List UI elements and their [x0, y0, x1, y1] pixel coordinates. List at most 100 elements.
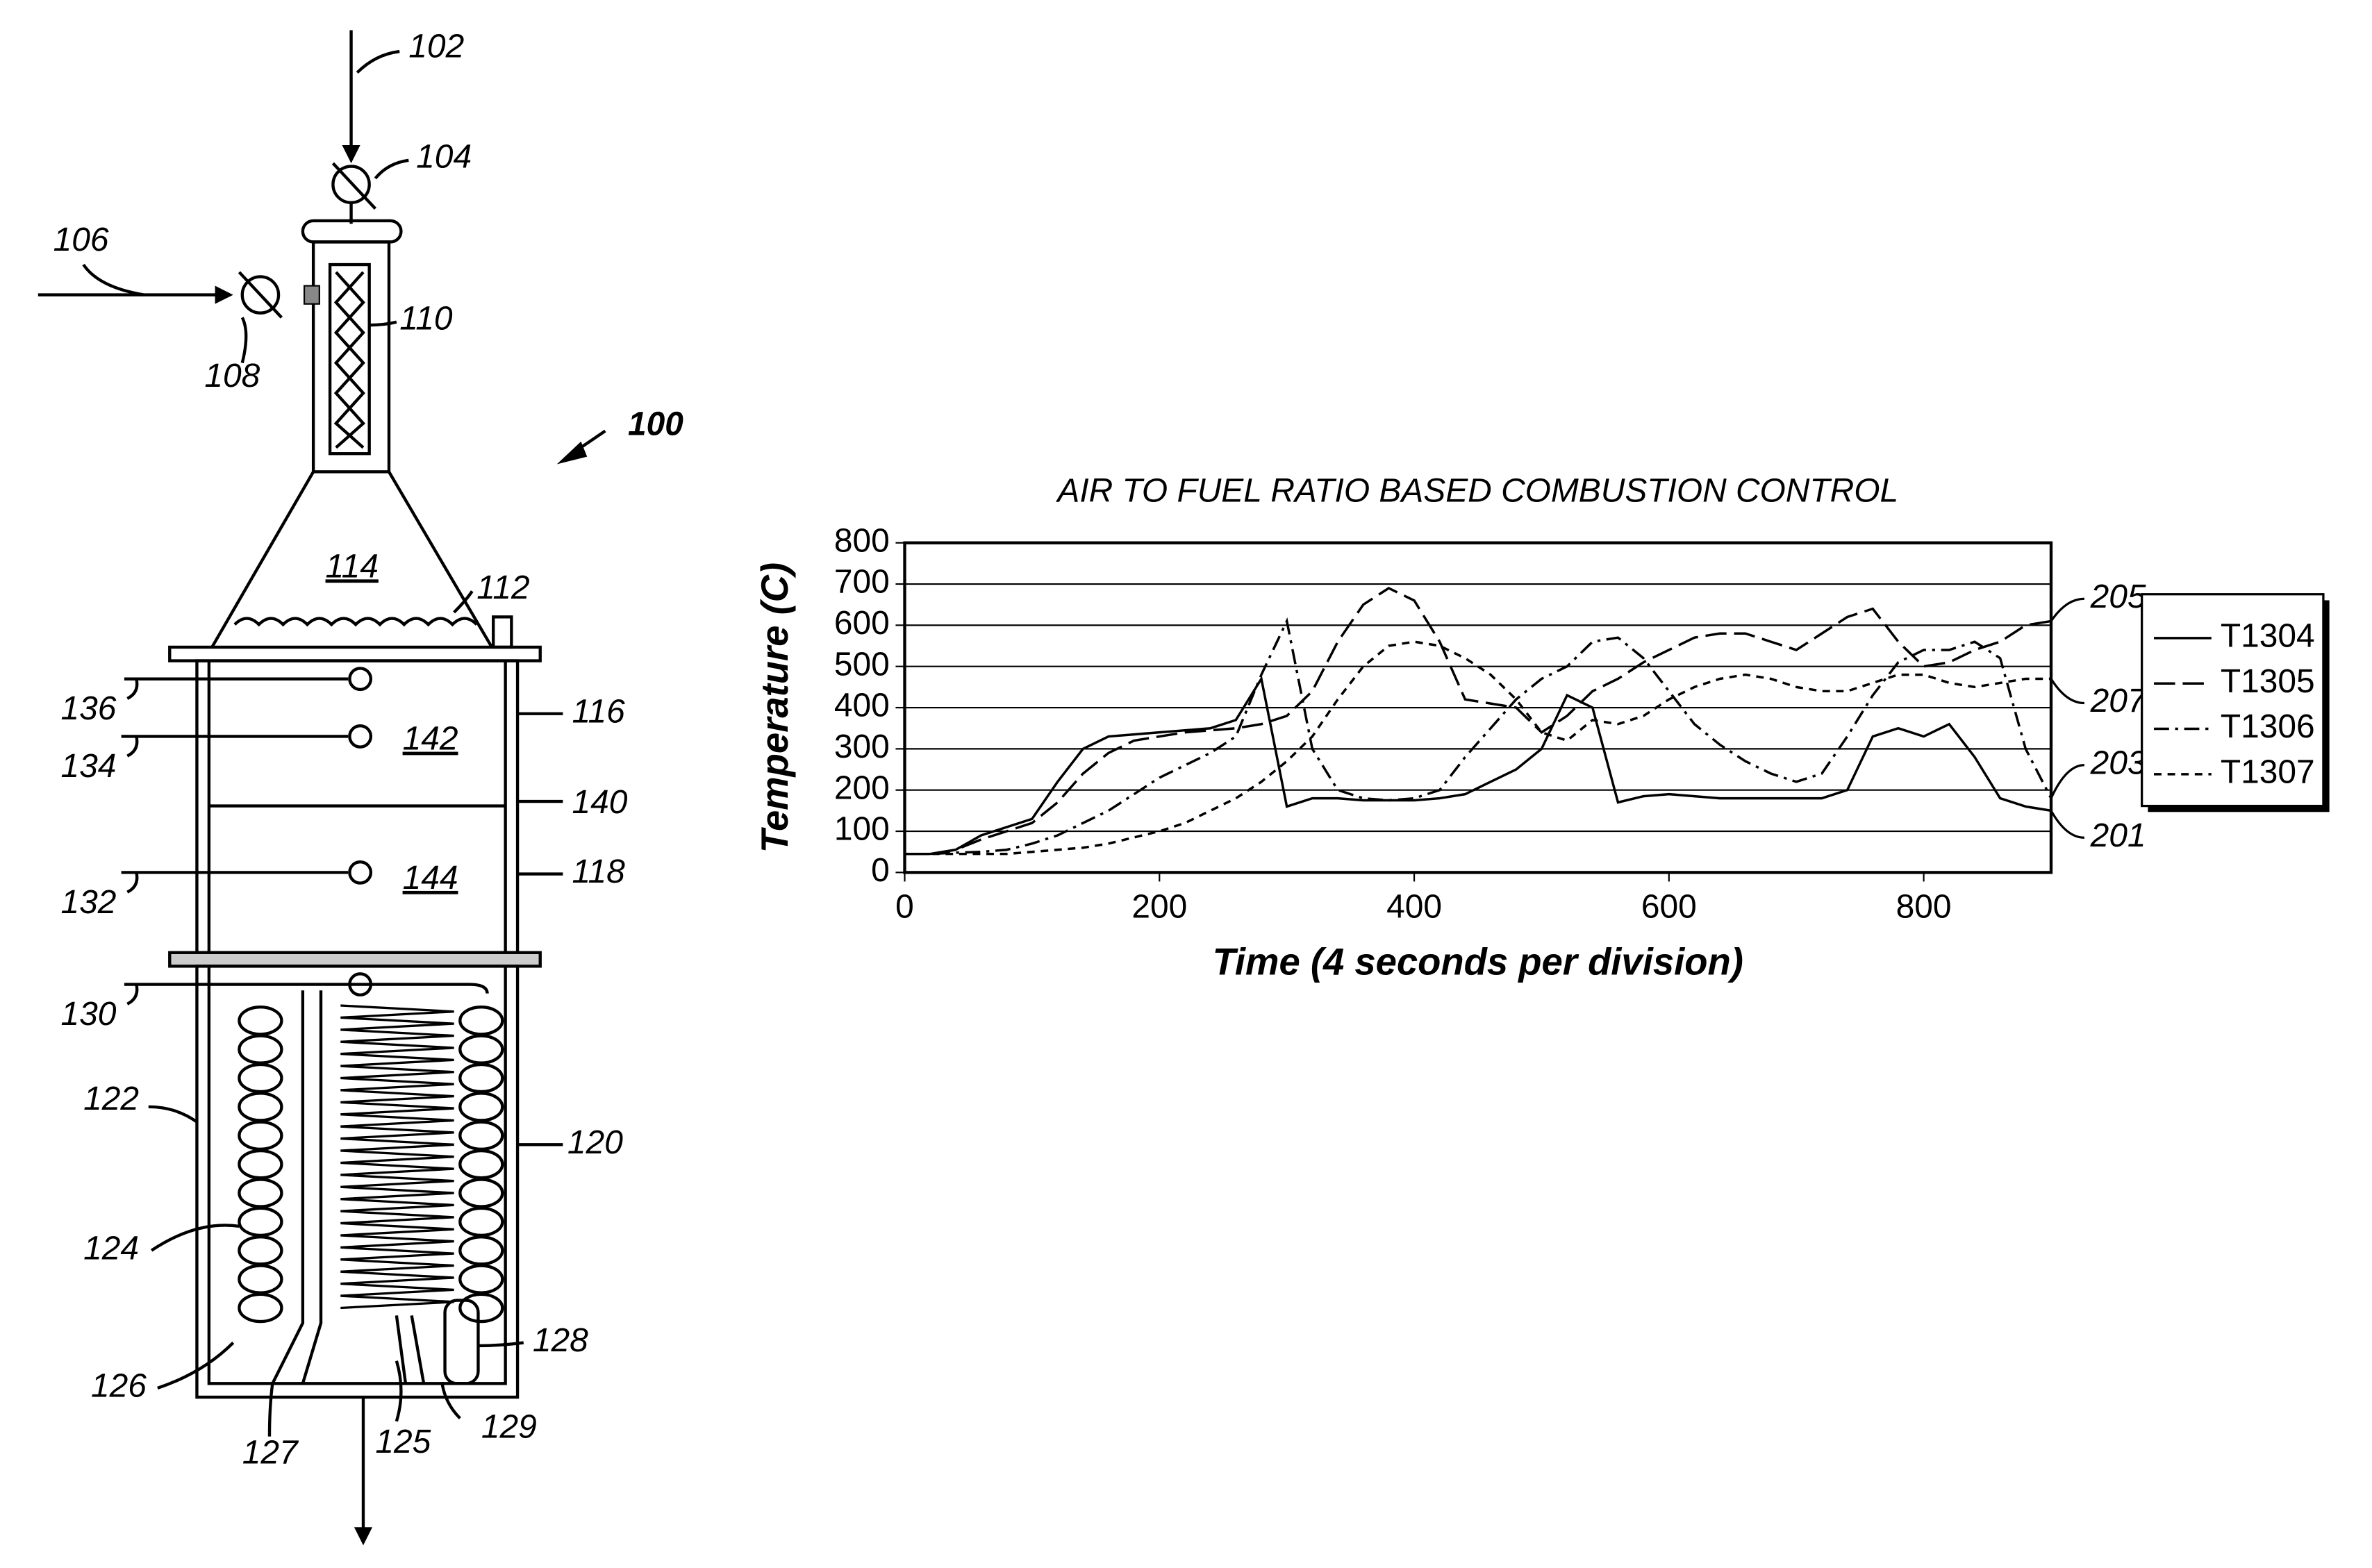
flange — [169, 953, 540, 967]
probe-tip — [349, 862, 370, 883]
coils — [239, 1006, 502, 1321]
arrowhead — [342, 145, 360, 163]
ref-label: 144 — [403, 860, 458, 896]
probe-tip — [349, 668, 370, 689]
y-tick-label: 100 — [834, 811, 890, 848]
ref-label: 127 — [242, 1434, 299, 1471]
apparatus-drawing: 102 104 106 108 110 100 114 112 136 134 … — [38, 28, 683, 1545]
arrowhead — [354, 1527, 372, 1545]
y-tick-label: 700 — [834, 564, 890, 601]
y-tick-label: 600 — [834, 605, 890, 642]
ref-label: 106 — [53, 222, 109, 258]
coil-turn — [239, 1208, 281, 1235]
x-tick-label: 400 — [1386, 888, 1442, 925]
annotation: 201 — [2090, 817, 2146, 854]
ref-label: 110 — [399, 300, 453, 337]
coil-turn — [239, 1036, 281, 1063]
ref-label: 102 — [408, 28, 464, 65]
series-line — [904, 678, 2050, 853]
ref-label: 120 — [567, 1124, 623, 1161]
coil-turn — [460, 1179, 502, 1206]
coil-turn — [460, 1122, 502, 1149]
ref-label: 136 — [60, 690, 116, 727]
coil-turn — [239, 1122, 281, 1149]
coil-turn — [239, 1266, 281, 1293]
ref-label: 132 — [60, 884, 116, 921]
vessel-wall — [209, 661, 506, 953]
x-tick-label: 0 — [895, 888, 914, 925]
ref-label: 104 — [416, 138, 472, 175]
leaders — [83, 51, 563, 1437]
x-tick-label: 800 — [1896, 888, 1952, 925]
legend-label: T1305 — [2221, 663, 2315, 700]
legend-label: T1306 — [2221, 708, 2315, 745]
ref-label: 140 — [572, 784, 627, 821]
annotation-leader — [2051, 765, 2084, 799]
y-tick-label: 800 — [834, 522, 890, 559]
coil-turn — [460, 1065, 502, 1092]
coil-turn — [460, 1266, 502, 1293]
ref-label: 130 — [60, 996, 116, 1033]
mixer — [330, 265, 370, 453]
coil-turn — [460, 1208, 502, 1235]
ref-label: 128 — [533, 1322, 588, 1359]
heat-exchanger — [340, 1006, 454, 1308]
annotation: 203 — [2090, 744, 2146, 781]
arrowhead — [215, 286, 233, 304]
y-tick-label: 300 — [834, 728, 890, 765]
annotation-leader — [2051, 810, 2084, 837]
probe — [124, 985, 488, 994]
valve-mark — [239, 272, 281, 317]
port — [493, 617, 511, 647]
ref-label: 122 — [83, 1081, 139, 1117]
coil-turn — [239, 1093, 281, 1120]
x-tick-label: 200 — [1131, 888, 1187, 925]
port — [304, 286, 320, 304]
probes — [122, 679, 349, 873]
ref-label: 100 — [628, 406, 683, 443]
y-tick-label: 400 — [834, 687, 890, 724]
annotation-leader — [2051, 679, 2084, 703]
chart: AIR TO FUEL RATIO BASED COMBUSTION CONTR… — [754, 473, 2330, 983]
ref-label: 124 — [83, 1230, 139, 1267]
annotation: 205 — [2090, 578, 2146, 615]
ref-label: 112 — [476, 569, 529, 606]
coil-turn — [239, 1151, 281, 1178]
coil-turn — [239, 1294, 281, 1321]
coil-turn — [239, 1237, 281, 1264]
figure: 102 104 106 108 110 100 114 112 136 134 … — [0, 0, 2372, 1568]
annotation: 207 — [2090, 683, 2148, 719]
ref-label: 126 — [91, 1368, 147, 1405]
ref-label: 125 — [375, 1424, 431, 1460]
coil-turn — [460, 1294, 502, 1321]
probe-tip — [349, 726, 370, 747]
coil-turn — [460, 1237, 502, 1264]
flange — [169, 647, 540, 661]
series-line — [904, 621, 2050, 853]
coil-turn — [239, 1065, 281, 1092]
ref-label: 118 — [572, 853, 625, 890]
chart-title: AIR TO FUEL RATIO BASED COMBUSTION CONTR… — [1055, 473, 1898, 510]
legend-label: T1307 — [2221, 754, 2315, 791]
y-tick-label: 500 — [834, 646, 890, 683]
y-tick-label: 200 — [834, 769, 890, 806]
page: 102 104 106 108 110 100 114 112 136 134 … — [0, 0, 2372, 1568]
mixer-element — [336, 272, 363, 448]
ref-label: 142 — [403, 721, 458, 758]
coil-turn — [239, 1179, 281, 1206]
coil-turn — [460, 1007, 502, 1034]
series-line — [904, 642, 2050, 854]
y-axis-label: Temperature (C) — [754, 562, 796, 853]
legend-label: T1304 — [2221, 618, 2315, 655]
coil-turn — [460, 1093, 502, 1120]
series-line — [904, 588, 2050, 854]
coil-turn — [239, 1007, 281, 1034]
ref-label: 129 — [481, 1408, 537, 1445]
coil-turn — [460, 1151, 502, 1178]
ref-label: 134 — [60, 748, 116, 785]
x-axis-label: Time (4 seconds per division) — [1213, 941, 1743, 983]
ref-label: 114 — [326, 548, 379, 585]
ref-label: 108 — [204, 358, 260, 394]
annotation-leader — [2051, 599, 2084, 621]
x-tick-label: 600 — [1641, 888, 1697, 925]
